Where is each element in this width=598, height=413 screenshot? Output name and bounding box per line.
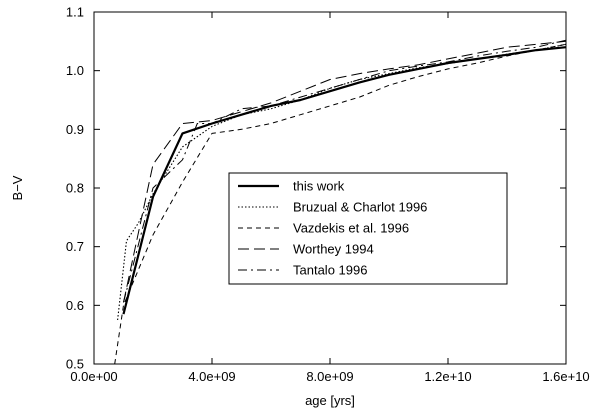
x-tick-label: 0.0e+00 — [70, 369, 117, 384]
y-axis-label: B−V — [10, 175, 25, 200]
legend-label: Worthey 1994 — [293, 242, 374, 257]
y-tick-label: 1.0 — [66, 63, 84, 78]
y-tick-label: 0.9 — [66, 122, 84, 137]
y-tick-label: 0.5 — [66, 357, 84, 372]
x-tick-label: 1.2e+10 — [424, 369, 471, 384]
series-layer — [114, 39, 567, 365]
x-tick-label: 1.6e+10 — [542, 369, 589, 384]
series-line-3 — [123, 40, 567, 303]
y-tick-label: 1.1 — [66, 5, 84, 20]
legend-label: this work — [293, 179, 345, 194]
series-line-4 — [123, 39, 567, 303]
y-tick-label: 0.6 — [66, 298, 84, 313]
x-axis: 0.0e+00 4.0e+09 8.0e+09 1.2e+10 1.6e+10 — [70, 12, 590, 384]
x-axis-label: age [yrs] — [305, 393, 355, 408]
legend-label: Vazdekis et al. 1996 — [293, 221, 409, 236]
legend-label: Tantalo 1996 — [293, 263, 367, 278]
y-tick-label: 0.8 — [66, 181, 84, 196]
y-axis: 0.5 0.6 0.7 0.8 0.9 1.0 1.1 — [66, 5, 566, 372]
legend-label: Bruzual & Charlot 1996 — [293, 200, 427, 215]
series-line-1 — [117, 43, 567, 321]
x-tick-label: 8.0e+09 — [306, 369, 353, 384]
x-tick-label: 4.0e+09 — [188, 369, 235, 384]
y-tick-label: 0.7 — [66, 239, 84, 254]
legend: this work Bruzual & Charlot 1996 Vazdekis … — [228, 172, 508, 285]
